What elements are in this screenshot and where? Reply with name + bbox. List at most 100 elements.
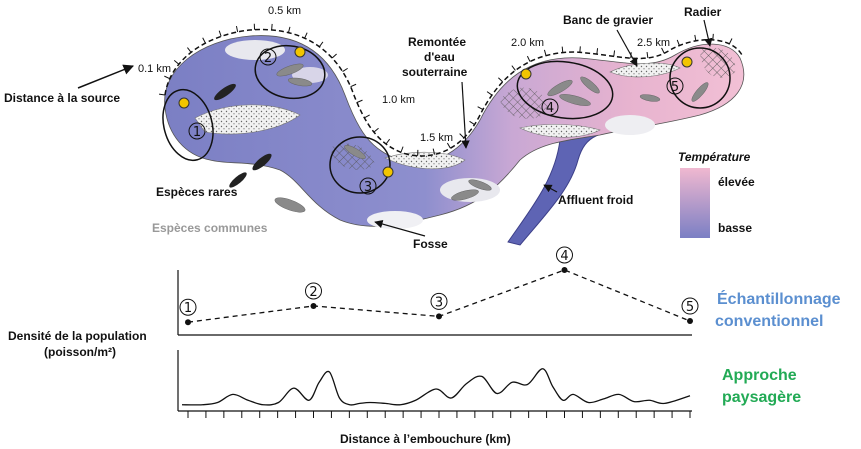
bank-tick [202,37,206,44]
rare-fish-icons [214,83,272,188]
bank-tick [356,99,363,103]
riffle-label: Radier [684,5,722,19]
conventional-point [310,302,317,309]
conventional-series: 1 2 3 4 5 [179,246,699,326]
bank-tick [661,47,665,54]
gravel-bar-label: Banc de gravier [563,13,653,27]
conventional-site-label: 5 [686,300,694,315]
bank-tick [342,67,348,72]
landscape-series [181,368,691,406]
groundwater-label-3: souterraine [402,65,468,79]
site-number-labels: 1 2 3 4 5 [188,48,684,195]
bank-tick [596,48,599,55]
conventional-site-label: 1 [184,301,192,316]
riffle-hatch [330,143,375,170]
bank-tick [218,30,222,37]
km-marker-4: 2.0 km [511,37,544,49]
site-2-label: 2 [264,51,272,66]
site-4-label: 4 [546,101,554,116]
common-species-label: Espèces communes [152,221,268,235]
bank-distance-line [164,28,743,157]
bank-tick [158,93,166,96]
conventional-series-name-1: Échantillonnage [717,289,841,308]
km-marker-2: 1.0 km [382,94,415,106]
legend-high-label: élevée [718,175,755,189]
bank-tick [728,38,733,45]
riffle-hatch [700,47,736,78]
bank-tick [318,41,324,48]
bank-tick [486,91,493,96]
bank-tick [676,39,680,46]
bank-tick [446,142,451,149]
x-axis-ticks [187,411,691,418]
bank-tick [350,83,357,88]
fish-icons [274,63,709,213]
pool-label: Fosse [413,237,448,251]
km-marker-1: 0.5 km [268,5,301,17]
bank-tick [164,75,170,80]
groundwater-label-2: d'eau [424,50,455,64]
conventional-site-marker [556,246,573,264]
y-axis-label-1: Densité de la population [8,329,147,343]
bank-tick [459,133,465,139]
bank-tick [543,49,547,56]
bank-tick [288,26,291,33]
conventional-series-name-2: conventionnel [715,313,823,330]
site-1-label: 1 [193,125,201,140]
site-3-label: 3 [364,180,372,195]
bank-tick [364,114,370,119]
distance-source-label: Distance à la source [4,91,120,105]
legend-title: Température [678,150,751,164]
conventional-site-marker [179,298,197,316]
landscape-series-name-2: paysagère [722,389,801,406]
cold-tributary-label: Affluent froid [558,193,633,207]
bank-tick [432,148,436,155]
gravel-bar [194,104,301,135]
conventional-point [436,313,442,320]
bank-ticks [158,23,733,156]
bank-tick [331,53,337,59]
legend-low-label: basse [718,221,752,235]
km-marker-0: 0.1 km [138,63,171,75]
km-marker-3: 1.5 km [420,132,453,144]
bank-tick [235,25,239,33]
bank-tick [694,34,697,41]
rare-species-label: Espèces rares [156,185,238,199]
y-axis-label-2: (poisson/m²) [44,345,116,359]
bank-tick [385,138,391,145]
groundwater-label-1: Remontée [408,35,466,49]
cold-tributary-arrow [543,184,558,193]
gravel-bar-arrow [616,29,638,67]
pool-arrow [374,219,426,237]
gravel-bar [519,124,601,138]
conventional-site-marker [681,297,699,315]
conventional-site-label: 4 [560,249,568,264]
bank-tick [373,127,379,133]
conventional-site-label: 2 [309,285,317,300]
landscape-curve [181,368,691,406]
x-axis-label: Distance à l’embouchure (km) [340,432,511,446]
bank-tick [469,120,475,125]
bank-tick [400,146,404,153]
bank-tick [304,32,308,39]
conventional-site-marker [430,292,448,310]
bank-tick [477,106,484,111]
sample-points [178,46,693,178]
bank-tick [526,55,531,62]
landscape-series-name-1: Approche [722,367,797,384]
bank-tick [511,65,516,71]
bank-tick [498,77,504,83]
bank-tick [173,59,180,65]
riffle-arrow [703,19,713,47]
bank-tick [271,23,273,30]
bank-tick [187,47,192,53]
conventional-site-marker [305,282,322,300]
bank-tick [561,46,564,53]
km-marker-5: 2.5 km [637,37,670,49]
shallow-patch [225,40,285,60]
distance-source-arrow [77,64,134,89]
groundwater-arrow [461,81,470,149]
shallow-patch [605,115,655,135]
conventional-site-label: 3 [435,295,443,310]
